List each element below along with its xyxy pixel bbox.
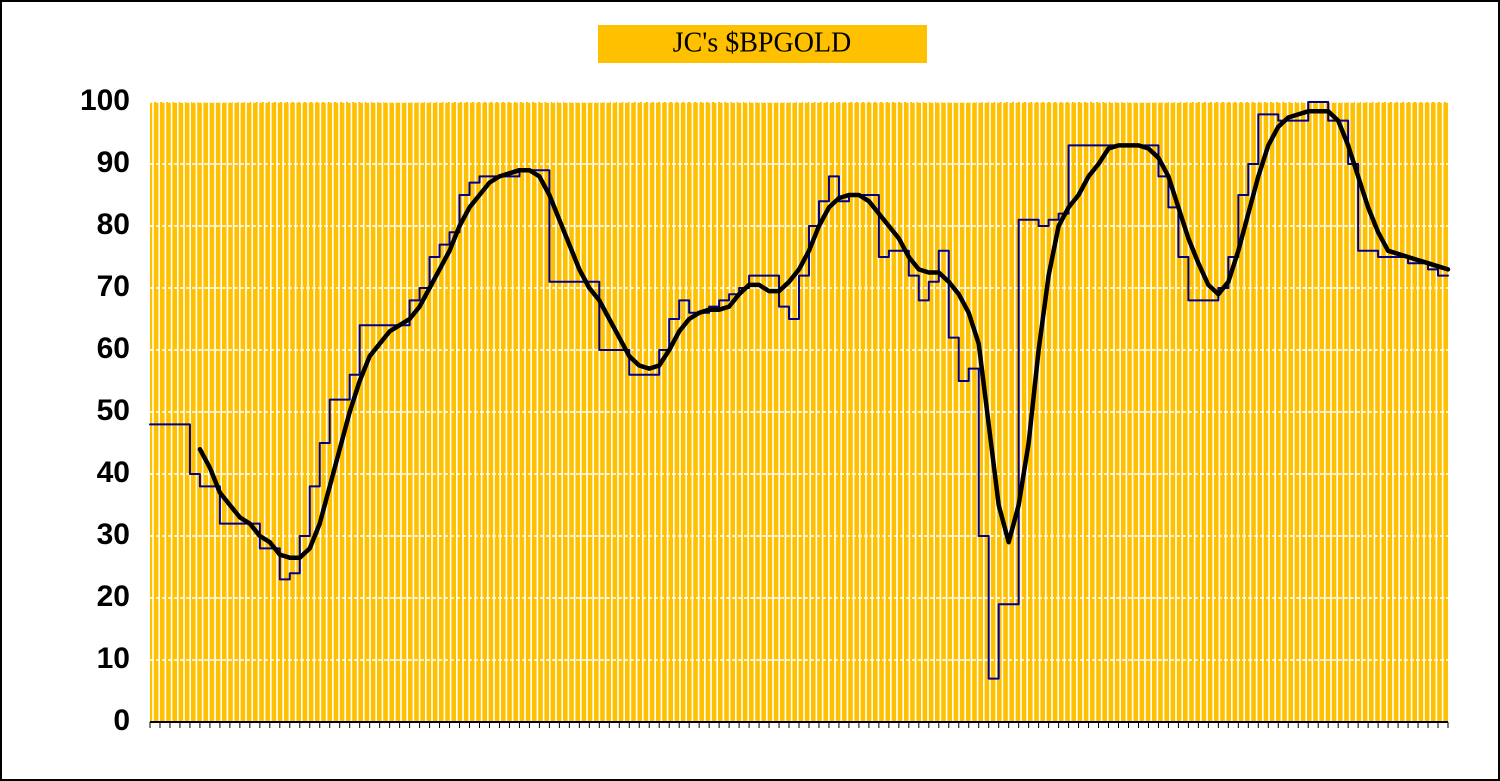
y-tick-label: 50	[97, 394, 130, 427]
y-tick-label: 30	[97, 518, 130, 551]
y-tick-label: 20	[97, 580, 130, 613]
y-tick-label: 90	[97, 146, 130, 179]
y-tick-label: 60	[97, 332, 130, 365]
title-box	[598, 25, 927, 63]
y-tick-label: 80	[97, 208, 130, 241]
chart-title: JC's $BPGOLD	[673, 27, 852, 58]
series-line	[149, 101, 1449, 680]
series-line	[197, 109, 1451, 560]
y-tick-label: 0	[113, 704, 130, 737]
y-tick-label: 10	[97, 642, 130, 675]
y-tick-label: 100	[80, 84, 130, 117]
y-tick-label: 70	[97, 270, 130, 303]
y-tick-label: 40	[97, 456, 130, 489]
